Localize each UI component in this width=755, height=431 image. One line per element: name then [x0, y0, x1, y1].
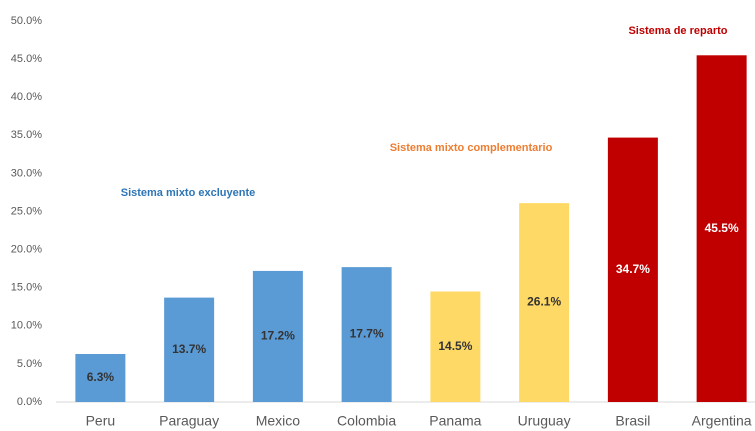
x-tick-label: Mexico [256, 413, 301, 429]
bar [252, 270, 303, 402]
y-tick-label: 0.0% [17, 396, 42, 408]
x-tick-label: Panama [429, 413, 481, 429]
y-tick-label: 30.0% [11, 167, 42, 179]
value-label: 13.7% [172, 342, 206, 356]
y-tick-label: 45.0% [11, 53, 42, 65]
x-tick-label: Argentina [692, 413, 752, 429]
value-label: 17.2% [261, 329, 295, 343]
y-tick-label: 10.0% [11, 320, 42, 332]
bar [607, 137, 658, 402]
bar [696, 55, 747, 402]
bar [430, 291, 481, 402]
value-label: 14.5% [438, 339, 472, 353]
x-tick-label: Peru [86, 413, 116, 429]
y-tick-label: 5.0% [17, 358, 42, 370]
value-label: 26.1% [527, 295, 561, 309]
group-annotation: Sistema mixto excluyente [121, 187, 256, 199]
group-annotation: Sistema de reparto [628, 25, 727, 37]
value-label: 6.3% [87, 370, 115, 384]
x-tick-label: Colombia [337, 413, 396, 429]
y-tick-label: 35.0% [11, 129, 42, 141]
y-tick-label: 25.0% [11, 205, 42, 217]
y-tick-label: 20.0% [11, 244, 42, 256]
value-label: 45.5% [705, 221, 739, 235]
value-label: 17.7% [350, 327, 384, 341]
group-annotation: Sistema mixto complementario [390, 142, 553, 154]
x-tick-label: Uruguay [518, 413, 571, 429]
y-tick-label: 15.0% [11, 282, 42, 294]
y-tick-label: 40.0% [11, 91, 42, 103]
bar [164, 297, 215, 402]
value-label: 34.7% [616, 262, 650, 276]
x-tick-label: Brasil [615, 413, 650, 429]
y-tick-label: 50.0% [11, 15, 42, 27]
bar [341, 267, 392, 402]
x-tick-label: Paraguay [159, 413, 219, 429]
bar [519, 203, 570, 402]
bar [75, 353, 126, 402]
